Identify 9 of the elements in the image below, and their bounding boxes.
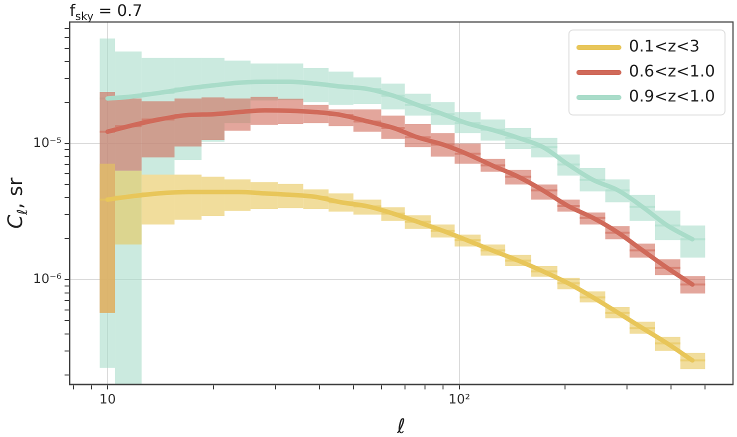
legend-label: 0.6<z<1.0 [628,62,716,81]
x-axis-title: ℓ [396,414,406,437]
x-tick-label: 10² [448,392,470,408]
legend-label: 0.9<z<1.0 [628,86,716,106]
legend-label: 0.1<z<3 [628,36,700,56]
x-tick-label: 10 [99,392,116,408]
y-tick-label: 10⁻⁵ [32,136,62,151]
y-axis-title: Cℓ, sr [3,176,31,229]
y-tick-label: 10⁻⁶ [32,272,62,287]
